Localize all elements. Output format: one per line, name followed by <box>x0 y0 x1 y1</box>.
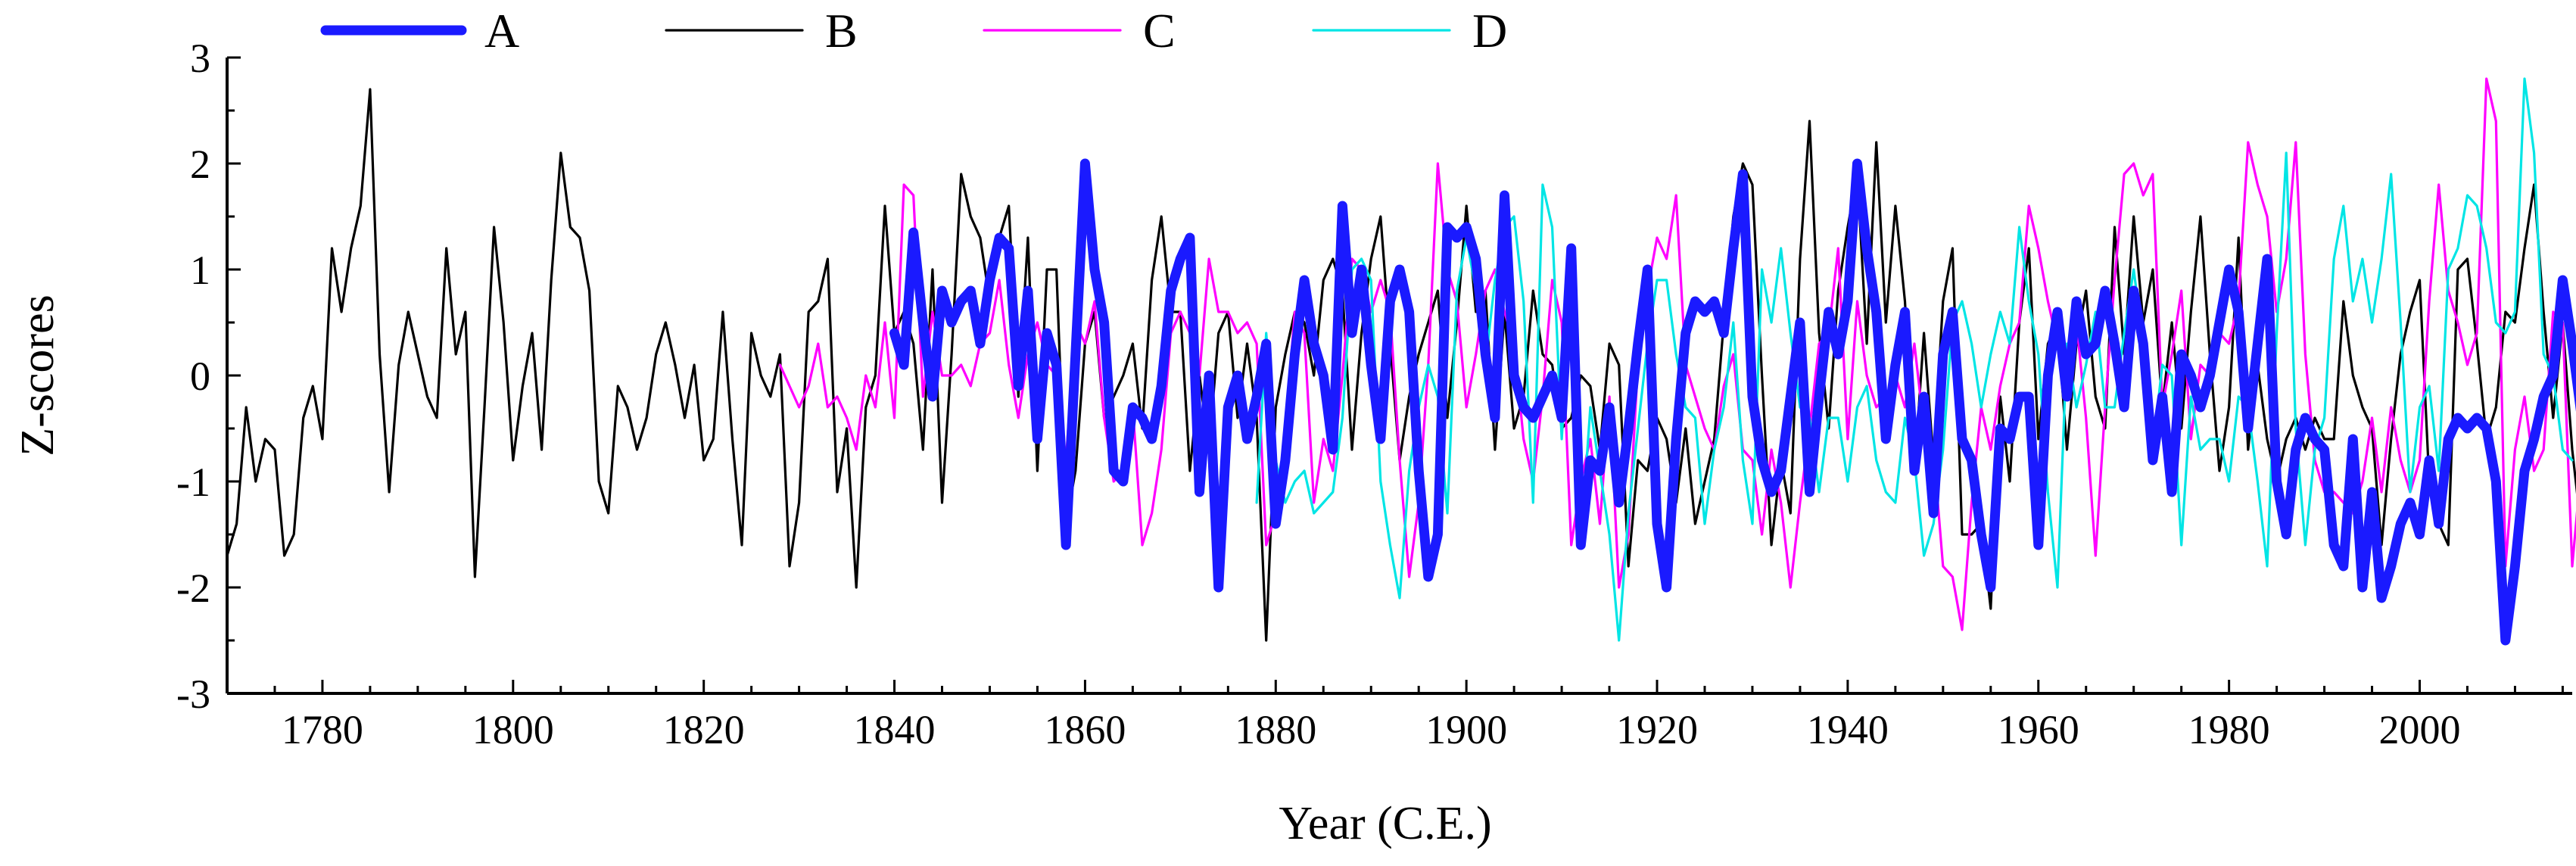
y-tick-label: 1 <box>190 248 210 293</box>
x-tick-label: 1960 <box>1998 707 2079 752</box>
x-tick-label: 2000 <box>2379 707 2461 752</box>
x-tick-label: 1800 <box>472 707 554 752</box>
x-tick-label: 1780 <box>282 707 363 752</box>
series-line-a <box>889 158 2576 646</box>
ticks: -3 -2 -1 0 1 2 3 1780 1800 1820 1840 1860 1880 1900 19… <box>176 36 2564 752</box>
x-tick-label: 1940 <box>1807 707 1889 752</box>
series-line-b <box>226 88 2576 642</box>
y-axis-title: Z-scores <box>12 294 64 456</box>
x-tick-label: 1980 <box>2188 707 2270 752</box>
legend-label-a: A <box>484 4 519 58</box>
x-tick-label: 1860 <box>1044 707 1126 752</box>
y-tick-label: 3 <box>190 36 210 81</box>
series-layer <box>226 77 2576 646</box>
legend-label-b: B <box>825 4 858 58</box>
x-tick-label: 1900 <box>1425 707 1507 752</box>
legend-label-d: D <box>1472 4 1507 58</box>
x-tick-label: 1820 <box>663 707 745 752</box>
x-axis-title: Year (C.E.) <box>1279 798 1491 849</box>
y-tick-label: -1 <box>176 459 210 505</box>
legend-label-c: C <box>1143 4 1176 58</box>
y-tick-label: 2 <box>190 142 210 187</box>
x-tick-label: 1880 <box>1235 707 1316 752</box>
x-tick-label: 1920 <box>1616 707 1698 752</box>
x-tick-label: 1840 <box>854 707 936 752</box>
y-tick-label: 0 <box>190 354 210 399</box>
y-tick-label: -3 <box>176 671 210 717</box>
legend: A B C D <box>320 4 1507 58</box>
y-tick-label: -2 <box>176 565 210 611</box>
